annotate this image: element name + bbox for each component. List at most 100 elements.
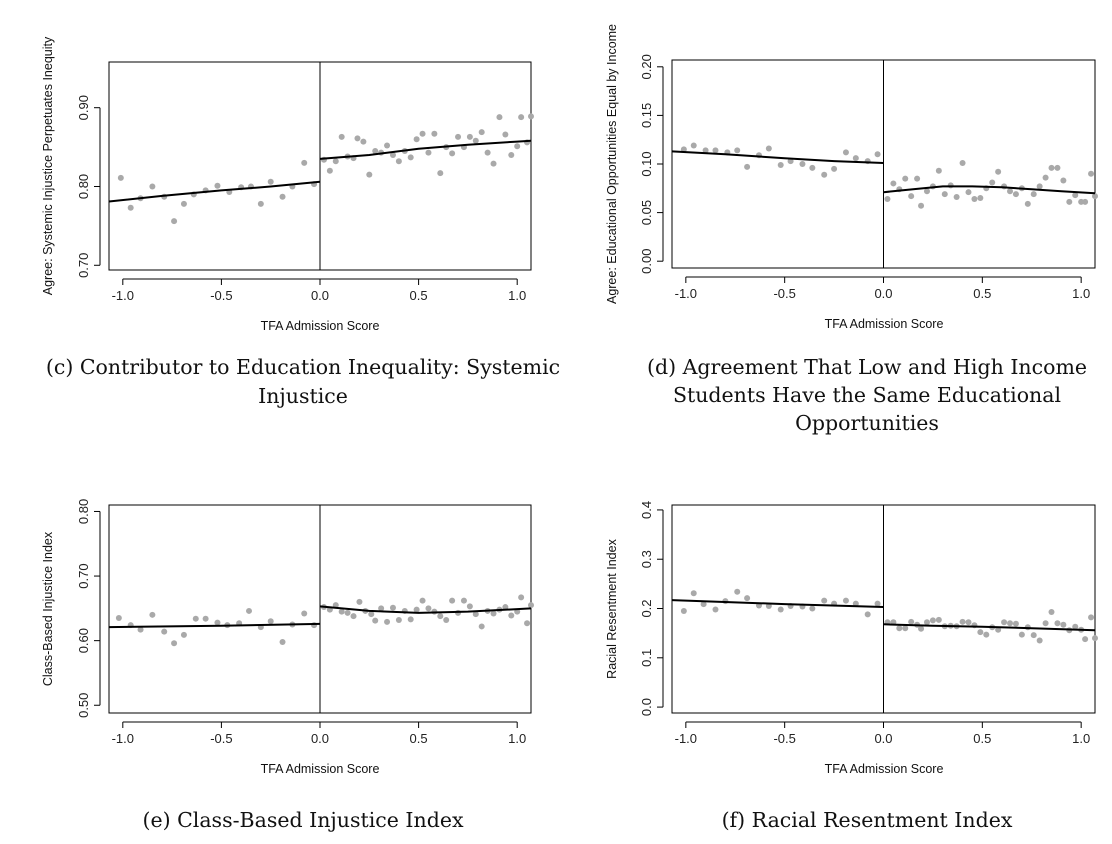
data-point <box>890 180 897 187</box>
data-point <box>995 168 1002 175</box>
data-point <box>419 597 426 604</box>
data-point <box>117 174 124 181</box>
x-tick-label: -1.0 <box>675 286 697 301</box>
data-point <box>279 638 286 645</box>
data-point <box>490 160 497 167</box>
fit-line-right <box>319 605 532 614</box>
panel-caption: (f) Racial Resentment Index <box>722 808 1013 832</box>
data-point <box>1060 177 1067 184</box>
data-point <box>528 113 534 120</box>
data-point <box>180 631 187 638</box>
data-point <box>929 617 936 624</box>
y-axis: 0.50 0.60 0.70 0.80 <box>76 499 101 718</box>
y-tick-label: 0.70 <box>76 563 91 588</box>
x-tick-label: -1.0 <box>112 731 134 746</box>
panel-e: -1.0 -0.5 0.0 0.5 1.0 0.50 0.60 0.70 0.80 TFA Adm… <box>41 499 534 832</box>
data-point <box>935 167 942 174</box>
data-point <box>734 147 741 154</box>
panel-caption: Injustice <box>258 384 348 408</box>
data-point <box>384 142 391 149</box>
data-point <box>908 618 915 625</box>
data-point <box>425 605 432 612</box>
y-axis-title: Class-Based Injustice Index <box>41 531 55 686</box>
data-point <box>1018 631 1025 638</box>
data-point <box>799 161 806 167</box>
x-axis-title: TFA Admission Score <box>825 762 944 776</box>
data-point <box>690 142 697 149</box>
data-point <box>1048 608 1055 615</box>
y-tick-label: 0.4 <box>639 501 654 519</box>
data-point <box>460 597 467 604</box>
data-point <box>923 619 930 626</box>
data-point <box>443 616 450 623</box>
data-point <box>1092 193 1098 200</box>
data-point <box>395 616 402 623</box>
data-point <box>831 165 838 172</box>
data-point <box>852 600 859 607</box>
data-point <box>350 613 357 620</box>
data-point <box>419 130 426 137</box>
data-point <box>496 114 503 121</box>
data-point <box>1042 620 1049 627</box>
data-point <box>389 604 396 611</box>
data-point <box>744 163 751 170</box>
data-point <box>514 143 521 150</box>
data-point <box>1072 623 1079 630</box>
data-point <box>332 158 339 165</box>
data-point <box>965 619 972 626</box>
y-tick-label: 0.1 <box>639 649 654 667</box>
data-point <box>821 171 828 178</box>
fit-line-right <box>883 185 1096 195</box>
data-point <box>502 131 509 138</box>
x-axis: -1.0 -0.5 0.0 0.5 1.0 <box>675 721 1090 746</box>
data-point <box>680 607 687 614</box>
data-point <box>809 164 816 171</box>
data-point <box>368 611 375 618</box>
data-point <box>490 610 497 617</box>
data-point <box>524 620 531 627</box>
data-point <box>137 626 144 633</box>
data-point <box>372 617 379 624</box>
data-points <box>115 594 534 647</box>
y-tick-label: 0.2 <box>639 599 654 617</box>
data-point <box>959 160 966 167</box>
data-point <box>680 146 687 153</box>
fit-line-left <box>108 180 321 203</box>
x-tick-label: -1.0 <box>675 731 697 746</box>
x-tick-label: 1.0 <box>508 731 526 746</box>
data-point <box>378 605 385 612</box>
data-point <box>1048 164 1055 171</box>
data-point <box>508 612 515 619</box>
y-axis-title: Racial Resentment Index <box>605 538 619 678</box>
data-point <box>734 588 741 595</box>
x-tick-label: -0.5 <box>210 288 232 303</box>
data-point <box>947 182 954 189</box>
data-point <box>1024 200 1031 207</box>
fit-line-left <box>108 622 321 629</box>
y-tick-label: 0.50 <box>76 693 91 718</box>
data-point <box>508 151 515 158</box>
data-point <box>449 150 456 157</box>
data-point <box>149 611 156 618</box>
x-tick-label: 0.5 <box>410 288 428 303</box>
x-tick-label: 0.0 <box>311 288 329 303</box>
y-axis: 0.0 0.1 0.2 0.3 0.4 <box>639 501 664 716</box>
panel-caption: Opportunities <box>795 411 939 435</box>
data-point <box>407 154 414 161</box>
data-point <box>965 189 972 196</box>
data-point <box>1082 636 1089 643</box>
data-point <box>279 193 286 200</box>
panel-c: -1.0 -0.5 0.0 0.5 1.0 0.70 0.80 0.90 TFA Admissi… <box>41 36 560 408</box>
x-axis: -1.0 -0.5 0.0 0.5 1.0 <box>112 721 526 746</box>
data-point <box>702 147 709 154</box>
x-tick-label: -0.5 <box>773 731 795 746</box>
data-point <box>941 191 948 198</box>
data-point <box>214 182 221 189</box>
data-point <box>1088 614 1095 621</box>
data-point <box>1030 191 1037 198</box>
data-point <box>484 149 491 156</box>
x-tick-label: 0.5 <box>973 286 991 301</box>
data-point <box>301 159 308 166</box>
data-point <box>171 218 178 225</box>
data-point <box>977 629 984 636</box>
